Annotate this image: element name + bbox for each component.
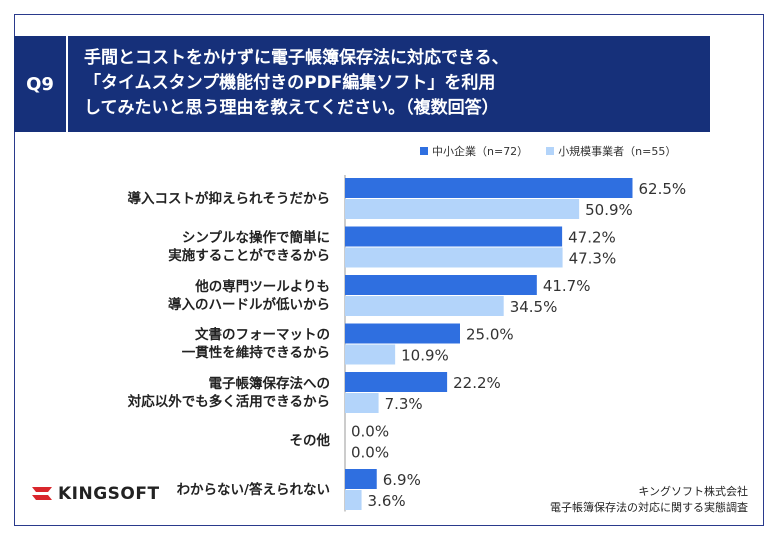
bar-small	[345, 199, 580, 219]
data-label-small: 3.6%	[368, 492, 406, 510]
source-company: キングソフト株式会社	[638, 485, 748, 498]
category-label-line: 一貫性を維持できるから	[181, 345, 330, 361]
legend-label-sme: 中小企業（n=72）	[432, 145, 529, 158]
bar-sme	[345, 178, 633, 198]
bar-small	[345, 247, 563, 268]
legend-label-small: 小規模事業者（n=55）	[558, 145, 677, 158]
legend: 中小企業（n=72） 小規模事業者（n=55）	[420, 143, 676, 159]
data-label-sme: 0.0%	[351, 423, 389, 441]
data-label-sme: 25.0%	[466, 326, 514, 344]
bar-small	[345, 393, 379, 413]
data-label-sme: 22.2%	[453, 374, 501, 392]
data-label-sme: 47.2%	[568, 229, 616, 247]
data-label-small: 7.3%	[385, 395, 423, 413]
category-label-line: 導入のハードルが低いから	[168, 296, 330, 313]
category-label-line: 対応以外でも多く活用できるから	[127, 393, 330, 410]
legend-swatch-sme	[420, 147, 428, 155]
question-header: 手間とコストをかけずに電子帳簿保存法に対応できる、 「タイムスタンプ機能付きのP…	[68, 36, 710, 132]
data-label-sme: 62.5%	[639, 180, 687, 198]
bar-sme	[345, 469, 377, 489]
bar-small	[345, 296, 504, 316]
category-label: 電子帳簿保存法への 対応以外でも多く活用できるから	[128, 375, 330, 411]
question-line-3: してみたいと思う理由を教えてください。（複数回答）	[84, 98, 499, 118]
legend-item-sme: 中小企業（n=72）	[420, 143, 528, 159]
question-tag: Q9	[14, 36, 66, 132]
bar-sme	[345, 372, 448, 392]
source-note: キングソフト株式会社 電子帳簿保存法の対応に関する実態調査	[550, 484, 748, 516]
category-label: 他の専門ツールよりも 導入のハードルが低いから	[168, 278, 330, 314]
legend-swatch-small	[546, 147, 555, 155]
category-label-line: シンプルな操作で簡単に	[181, 230, 330, 246]
question-line-1: 手間とコストをかけずに電子帳簿保存法に対応できる、	[84, 48, 509, 68]
category-label: わからない/答えられない	[177, 481, 330, 499]
bar-small	[345, 490, 362, 510]
kingsoft-logo: KINGSOFT	[30, 484, 160, 504]
kingsoft-logo-icon	[32, 487, 52, 500]
data-label-small: 47.3%	[569, 250, 617, 268]
category-label-line: 導入コストが抑えられそうだから	[127, 190, 331, 207]
data-label-small: 10.9%	[401, 347, 449, 365]
category-label-line: その他	[289, 433, 331, 449]
category-label-line: 他の専門ツールよりも	[195, 278, 330, 295]
source-survey: 電子帳簿保存法の対応に関する実態調査	[550, 501, 748, 514]
data-label-small: 50.9%	[585, 201, 633, 219]
bars-group: 62.5% 50.9% 47.2% 47.3% 41.7% 34.5% 25.0% 10.9%…	[345, 178, 686, 510]
bar-sme	[345, 226, 563, 247]
category-label: 文書のフォーマットの一貫性を維持できるから	[182, 326, 330, 362]
data-label-small: 34.5%	[510, 298, 558, 316]
category-label: 導入コストが抑えられそうだから	[128, 190, 331, 208]
data-label-small: 0.0%	[351, 444, 389, 462]
question-line-2: 「タイムスタンプ機能付きのPDF編集ソフト」を利用	[84, 73, 496, 93]
data-label-sme: 41.7%	[543, 277, 591, 295]
category-label-line: 文書のフォーマットの	[195, 327, 330, 343]
bar-sme	[345, 323, 460, 344]
category-label: その他	[290, 432, 331, 450]
category-label: シンプルな操作で簡単に実施することができるから	[168, 229, 330, 265]
bar-sme	[345, 275, 537, 295]
category-label-line: 実施することができるから	[168, 248, 330, 264]
category-label-line: 電子帳簿保存法への	[208, 375, 331, 392]
bar-small	[345, 344, 396, 365]
category-label-line: わからない/答えられない	[176, 481, 330, 498]
data-label-sme: 6.9%	[383, 471, 421, 489]
logo-text: KINGSOFT	[58, 484, 160, 504]
legend-item-small: 小規模事業者（n=55）	[546, 143, 676, 159]
